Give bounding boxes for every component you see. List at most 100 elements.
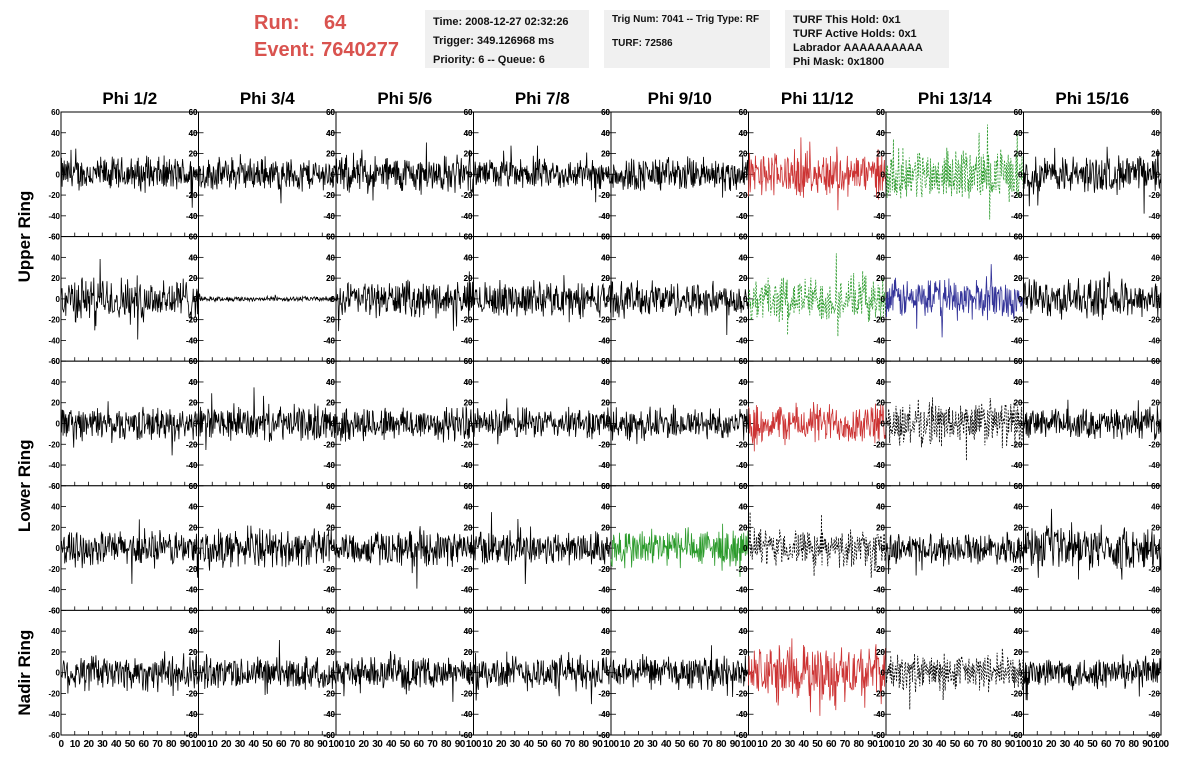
y-tick-label-left: 40	[876, 253, 885, 262]
y-tick-label-left: -40	[48, 710, 60, 719]
y-tick-label-left: -20	[323, 689, 335, 698]
x-tick-label: 20	[1046, 739, 1057, 750]
waveform-r1-c6	[748, 137, 887, 211]
y-tick-label-right: 40	[739, 129, 748, 138]
y-tick-label-left: 60	[876, 357, 885, 366]
y-tick-label-right: 40	[189, 253, 198, 262]
y-tick-label-right: 20	[189, 523, 198, 532]
y-tick-label-left: -40	[186, 710, 198, 719]
y-tick-label-right: 60	[1151, 357, 1160, 366]
y-tick-label-left: -60	[48, 357, 60, 366]
y-tick-label-right: 20	[739, 523, 748, 532]
y-tick-label-left: -40	[873, 710, 885, 719]
y-tick-label-right: 40	[464, 253, 473, 262]
y-tick-label-right: -40	[598, 710, 610, 719]
y-tick-label-right: 40	[189, 627, 198, 636]
y-tick-label-left: 0	[193, 544, 198, 553]
y-tick-label-right: 20	[326, 274, 335, 283]
y-tick-label-left: -20	[186, 440, 198, 449]
y-tick-label-left: 20	[1014, 399, 1023, 408]
x-tick-label: 60	[688, 739, 699, 750]
y-tick-label-left: 60	[739, 233, 748, 242]
waveform-r3-c2	[198, 387, 337, 451]
waveform-r1-c2	[198, 154, 337, 204]
y-tick-label-left: 20	[326, 523, 335, 532]
y-tick-label-left: 40	[326, 129, 335, 138]
y-tick-label-right: -40	[873, 586, 885, 595]
y-tick-label-left: 20	[189, 274, 198, 283]
y-tick-label-right: 40	[876, 129, 885, 138]
y-tick-label-right: 0	[331, 295, 336, 304]
y-tick-label-left: 40	[189, 627, 198, 636]
y-tick-label-left: 20	[601, 274, 610, 283]
y-tick-label-right: -40	[186, 212, 198, 221]
y-tick-label-left: 20	[876, 274, 885, 283]
run-event-box: Run: 64 Event: 7640277	[254, 10, 399, 64]
y-tick-label-right: 40	[1151, 627, 1160, 636]
y-tick-label-left: 0	[606, 544, 611, 553]
run-label: Run:	[254, 12, 300, 34]
waveform-r4-c5	[610, 523, 749, 577]
y-tick-label-right: 60	[739, 606, 748, 615]
y-tick-label-left: -60	[48, 482, 60, 491]
waveform-r4-c8	[1023, 508, 1162, 580]
y-tick-label-right: -60	[323, 731, 335, 740]
x-tick-label: 100	[1016, 739, 1032, 750]
y-tick-label-right: 20	[1151, 648, 1160, 657]
column-header-6: Phi 11/12	[781, 89, 854, 108]
y-tick-label-left: -40	[323, 212, 335, 221]
y-tick-label-right: 40	[601, 378, 610, 387]
x-tick-label: 60	[963, 739, 974, 750]
y-tick-label-left: 20	[1014, 150, 1023, 159]
y-tick-label-left: 60	[51, 233, 60, 242]
y-tick-label-left: -20	[873, 565, 885, 574]
y-tick-label-left: -20	[48, 440, 60, 449]
y-tick-label-right: -20	[186, 440, 198, 449]
y-tick-label-left: 40	[51, 129, 60, 138]
y-tick-label-left: -20	[48, 689, 60, 698]
y-tick-label-left: 60	[876, 482, 885, 491]
x-tick-label: 40	[248, 739, 259, 750]
y-tick-label-left: 20	[189, 399, 198, 408]
y-tick-label-left: 60	[51, 108, 60, 117]
y-tick-label-right: -20	[323, 191, 335, 200]
y-tick-label-left: 0	[56, 170, 61, 179]
waveform-r4-c1	[60, 519, 199, 584]
y-tick-label-right: 60	[876, 606, 885, 615]
time-info-box: Time: 2008-12-27 02:32:26 Trigger: 349.1…	[425, 10, 589, 68]
y-tick-label-left: -20	[1011, 565, 1023, 574]
y-tick-label-left: 0	[881, 295, 886, 304]
y-tick-label-right: -20	[1148, 565, 1160, 574]
y-tick-label-left: 0	[743, 420, 748, 429]
x-tick-label: 80	[578, 739, 589, 750]
y-tick-label-left: -20	[461, 191, 473, 200]
y-tick-label-left: 40	[739, 129, 748, 138]
x-tick-label: 50	[537, 739, 548, 750]
y-tick-label-left: 60	[601, 108, 610, 117]
y-tick-label-left: 60	[189, 108, 198, 117]
y-tick-label-right: -40	[1148, 710, 1160, 719]
column-header-7: Phi 13/14	[918, 89, 992, 108]
y-tick-label-right: 40	[1151, 129, 1160, 138]
y-tick-label-left: 60	[326, 482, 335, 491]
y-tick-label-right: 60	[326, 482, 335, 491]
x-tick-label: 30	[922, 739, 933, 750]
y-tick-label-left: 40	[1014, 378, 1023, 387]
x-tick-label: 20	[358, 739, 369, 750]
y-tick-label-right: 0	[331, 170, 336, 179]
y-tick-label-left: 20	[1014, 648, 1023, 657]
y-tick-label-right: 0	[1018, 544, 1023, 553]
y-tick-label-left: 40	[464, 253, 473, 262]
y-tick-label-right: 60	[189, 606, 198, 615]
labrador-text: Labrador AAAAAAAAAA	[793, 42, 923, 54]
y-tick-label-left: -20	[598, 440, 610, 449]
y-tick-label-right: -40	[1011, 461, 1023, 470]
y-tick-label-right: -40	[1148, 212, 1160, 221]
y-tick-label-left: 0	[606, 295, 611, 304]
y-tick-label-right: 40	[601, 253, 610, 262]
y-tick-label-right: 20	[189, 150, 198, 159]
x-tick-label: 90	[730, 739, 741, 750]
y-tick-label-left: -40	[1011, 586, 1023, 595]
y-tick-label-right: 0	[193, 544, 198, 553]
y-tick-label-left: 0	[1018, 544, 1023, 553]
